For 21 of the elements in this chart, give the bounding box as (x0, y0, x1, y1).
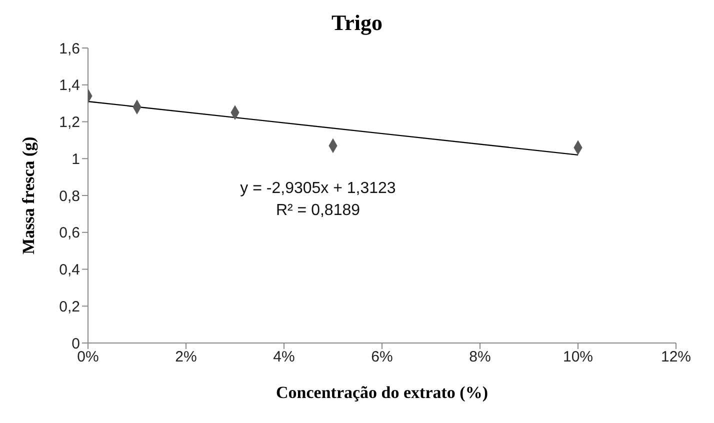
y-tick-label: 0,6 (59, 224, 80, 242)
y-tick-label: 1,2 (59, 114, 80, 132)
y-tick-label: 0,8 (59, 188, 80, 205)
x-tick-label: 12% (660, 348, 692, 366)
x-tick-label: 6% (371, 348, 393, 366)
y-tick-label: 0 (72, 335, 80, 352)
chart-title: Trigo (330, 9, 384, 37)
y-tick-label: 1,6 (59, 40, 80, 58)
x-tick-label: 10% (562, 348, 594, 366)
y-tick-label: 1 (72, 150, 80, 168)
annotation: y = -2,9305x + 1,3123 (239, 179, 397, 199)
y-tick-label: 1,4 (59, 77, 80, 94)
y-tick-label: 0,4 (59, 262, 80, 279)
x-tick-label: 8% (469, 348, 491, 366)
x-axis-title: Concentração do extrato (%) (276, 383, 488, 402)
x-tick-label: 0% (77, 348, 99, 366)
y-axis-title: Massa fresca (g) (19, 136, 38, 254)
y-tick-label: 0,2 (59, 298, 80, 316)
x-tick-label: 4% (273, 348, 295, 366)
x-tick-label: 2% (175, 348, 197, 366)
annotation: R² = 0,8189 (274, 201, 362, 221)
